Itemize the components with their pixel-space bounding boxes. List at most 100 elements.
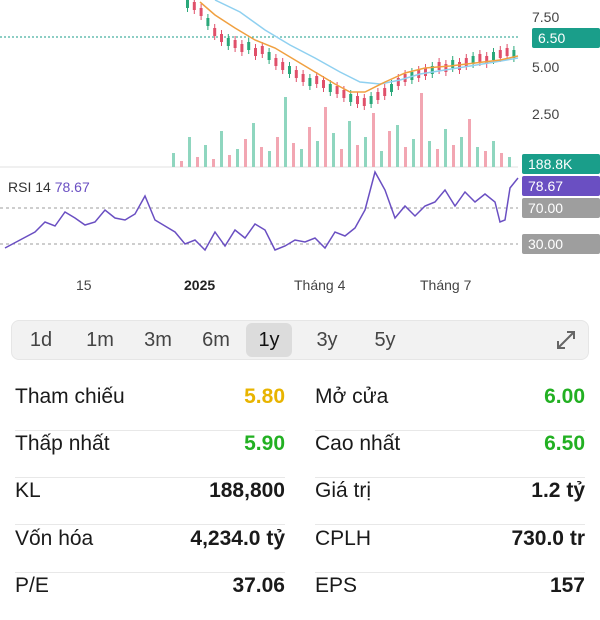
stat-value: 1.2 tỷ bbox=[531, 479, 585, 502]
volume-bar bbox=[300, 149, 303, 167]
x-tick: Tháng 4 bbox=[294, 277, 346, 293]
volume-bar bbox=[284, 97, 287, 167]
volume-bar bbox=[380, 151, 383, 167]
stat-value: 5.80 bbox=[244, 385, 285, 408]
stat-label: Giá trị bbox=[315, 479, 372, 502]
row-divider bbox=[15, 477, 285, 478]
volume-bar bbox=[196, 157, 199, 167]
volume-bar bbox=[492, 141, 495, 167]
stat-label: Tham chiếu bbox=[15, 385, 125, 408]
volume-bar bbox=[452, 145, 455, 167]
volume-bar bbox=[436, 149, 439, 167]
stat-row: Vốn hóa 4,234.0 tỷ bbox=[15, 527, 285, 573]
range-1y-button[interactable]: 1y bbox=[246, 323, 292, 357]
stat-label: Thấp nhất bbox=[15, 432, 110, 455]
expand-icon[interactable] bbox=[554, 328, 578, 352]
volume-bar bbox=[268, 151, 271, 167]
volume-bar bbox=[260, 147, 263, 167]
volume-bar bbox=[348, 121, 351, 167]
stat-row: Thấp nhất 5.90 bbox=[15, 432, 285, 478]
row-divider bbox=[315, 572, 585, 573]
volume-bar bbox=[244, 139, 247, 167]
volume-bar bbox=[372, 113, 375, 167]
volume-bar bbox=[228, 155, 231, 167]
volume-bar bbox=[188, 137, 191, 167]
rsi-name: RSI 14 bbox=[8, 179, 51, 195]
stat-label: Mở cửa bbox=[315, 385, 389, 408]
stat-row: Mở cửa 6.00 bbox=[315, 385, 585, 431]
x-tick: 15 bbox=[76, 277, 92, 293]
range-3y-button[interactable]: 3y bbox=[316, 329, 338, 351]
chart-canvas[interactable] bbox=[0, 0, 600, 300]
stat-value: 5.90 bbox=[244, 432, 285, 455]
ma-long-line bbox=[214, 0, 519, 85]
row-divider bbox=[15, 524, 285, 525]
ma-short-line bbox=[199, 1, 519, 93]
rsi-line bbox=[4, 170, 519, 252]
stat-row: KL 188,800 bbox=[15, 479, 285, 525]
row-divider bbox=[315, 430, 585, 431]
volume-bar bbox=[396, 125, 399, 167]
price-axis-label: 5.00 bbox=[532, 59, 560, 75]
volume-bar bbox=[204, 145, 207, 167]
rsi-label: RSI 14 78.67 bbox=[8, 179, 90, 195]
volume-bar bbox=[316, 141, 319, 167]
rsi-lower-tag: 30.00 bbox=[522, 234, 600, 254]
volume-bar bbox=[388, 131, 391, 167]
rsi-value: 78.67 bbox=[54, 179, 90, 195]
volume-bar bbox=[484, 151, 487, 167]
price-axis-label: 7.50 bbox=[532, 9, 560, 25]
rsi-upper-tag: 70.00 bbox=[522, 198, 600, 218]
range-6m-button[interactable]: 6m bbox=[202, 329, 230, 351]
rsi-value-tag: 78.67 bbox=[522, 176, 600, 196]
volume-bar bbox=[444, 129, 447, 167]
volume-bar bbox=[404, 147, 407, 167]
range-1d-button[interactable]: 1d bbox=[29, 329, 53, 351]
expand-icon-glyph bbox=[557, 331, 575, 349]
volume-bar bbox=[364, 137, 367, 167]
volume-bar bbox=[172, 153, 175, 167]
range-5y-button[interactable]: 5y bbox=[374, 329, 396, 351]
stat-row: Tham chiếu 5.80 bbox=[15, 385, 285, 431]
stat-label: P/E bbox=[15, 574, 49, 597]
price-chart[interactable]: 7.50 5.00 2.50 6.50 188.8K 78.67 70.00 3… bbox=[0, 0, 600, 300]
volume-bar bbox=[308, 127, 311, 167]
volume-bar bbox=[420, 93, 423, 167]
volume-bar bbox=[236, 149, 239, 167]
stat-row: Giá trị 1.2 tỷ bbox=[315, 479, 585, 525]
volume-tag: 188.8K bbox=[522, 154, 600, 174]
volume-bar bbox=[468, 119, 471, 167]
volume-bar bbox=[212, 159, 215, 167]
stat-label: CPLH bbox=[315, 527, 372, 550]
stat-row: EPS 157 bbox=[315, 574, 585, 620]
volume-bar bbox=[324, 107, 327, 167]
stat-row: P/E 37.06 bbox=[15, 574, 285, 620]
stat-row: Cao nhất 6.50 bbox=[315, 432, 585, 478]
volume-bar bbox=[412, 139, 415, 167]
volume-bar bbox=[276, 137, 279, 167]
volume-bar bbox=[220, 131, 223, 167]
volume-bar bbox=[340, 149, 343, 167]
stat-value: 6.50 bbox=[544, 432, 585, 455]
volume-bar bbox=[428, 141, 431, 167]
volume-bar bbox=[292, 143, 295, 167]
stat-row: CPLH 730.0 tr bbox=[315, 527, 585, 573]
volume-bar bbox=[252, 123, 255, 167]
x-tick: 2025 bbox=[184, 277, 216, 293]
row-divider bbox=[315, 477, 585, 478]
volume-bar bbox=[180, 161, 183, 167]
row-divider bbox=[315, 524, 585, 525]
x-tick: Tháng 7 bbox=[420, 277, 472, 293]
current-price-tag: 6.50 bbox=[532, 28, 600, 48]
stat-label: Cao nhất bbox=[315, 432, 401, 455]
stat-value: 4,234.0 tỷ bbox=[190, 527, 285, 550]
volume-bar bbox=[476, 147, 479, 167]
stat-value: 37.06 bbox=[232, 574, 285, 597]
stat-value: 157 bbox=[549, 574, 585, 597]
volume-bars bbox=[172, 93, 511, 167]
row-divider bbox=[15, 572, 285, 573]
volume-bar bbox=[508, 157, 511, 167]
volume-bar bbox=[332, 133, 335, 167]
range-1m-button[interactable]: 1m bbox=[86, 329, 114, 351]
range-3m-button[interactable]: 3m bbox=[144, 329, 172, 351]
